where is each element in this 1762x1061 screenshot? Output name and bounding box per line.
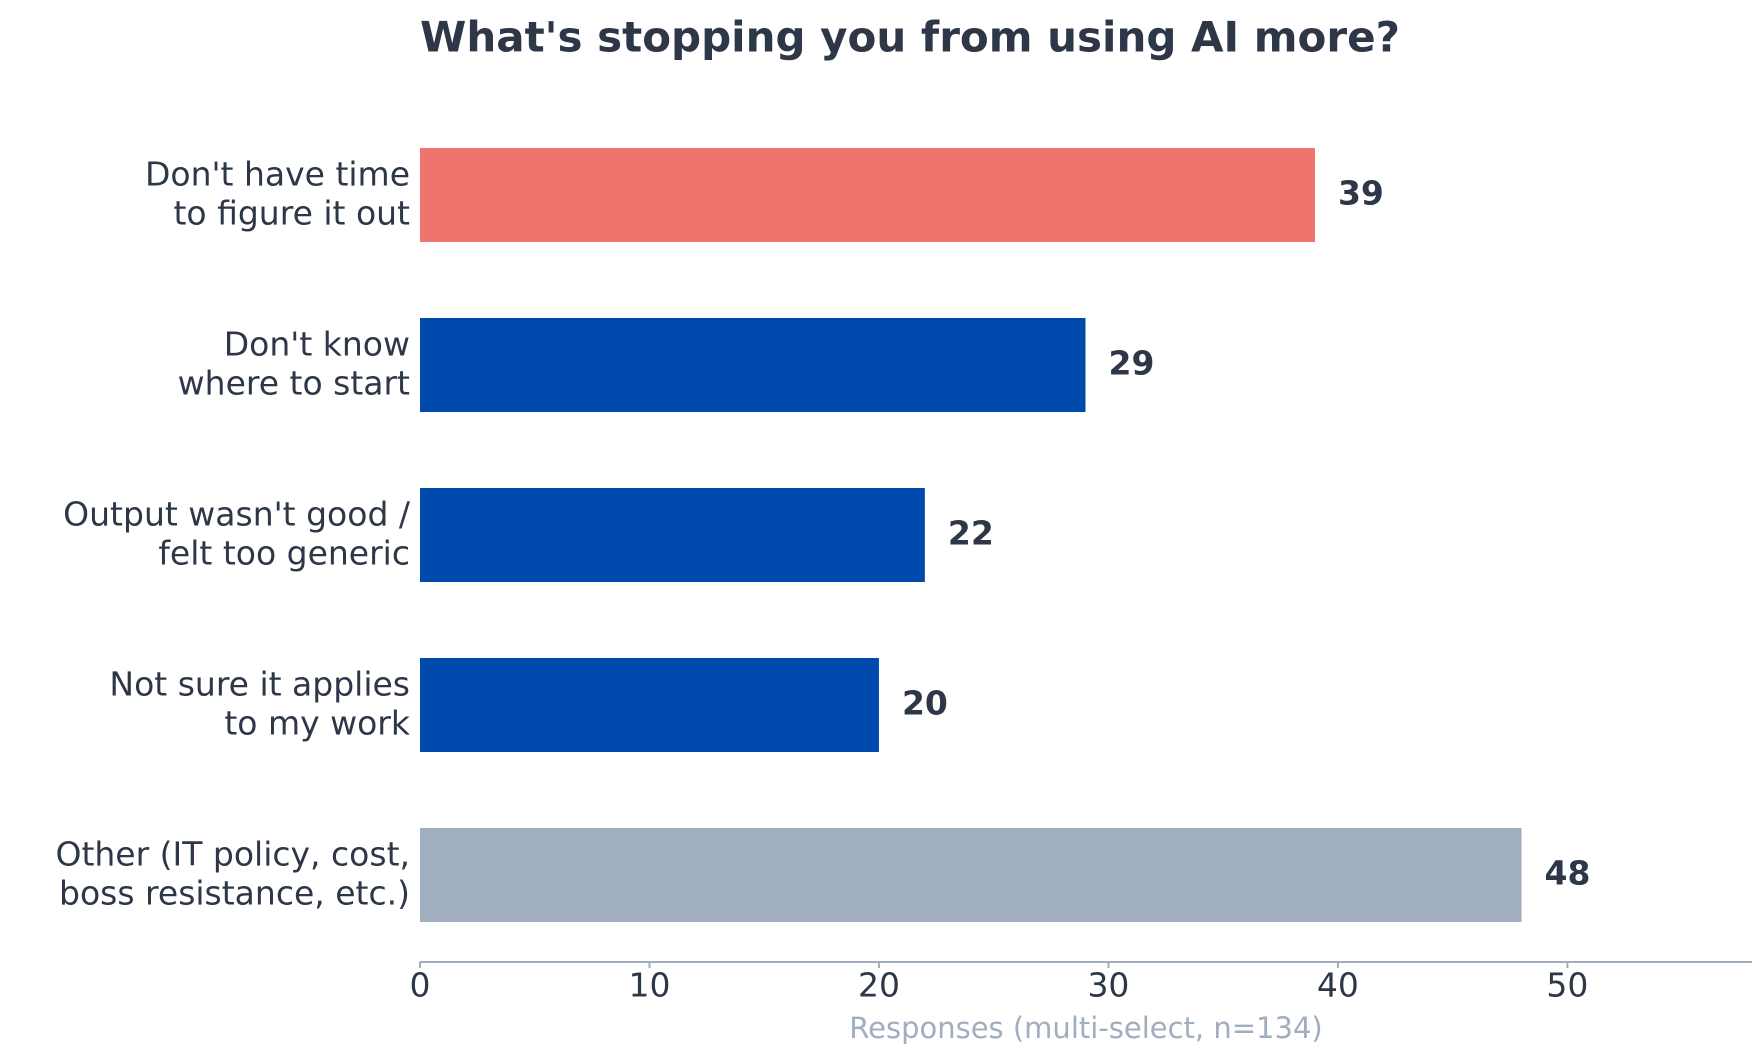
y-tick-label: Other (IT policy, cost, boss resistance, … [55, 834, 410, 912]
y-tick-label-line: Other (IT policy, cost, [55, 834, 410, 873]
y-tick-label-line: felt too generic [158, 533, 410, 572]
y-tick-label-line: to figure it out [173, 193, 410, 232]
y-tick-label: Output wasn't good / felt too generic [63, 494, 411, 572]
y-tick-label-line: Don't have time [145, 154, 410, 193]
y-tick-label: Don't know where to start [178, 324, 410, 402]
y-tick-label: Don't have time to figure it out [145, 154, 410, 232]
y-tick-label-line: boss resistance, etc.) [59, 873, 410, 912]
value-label: 48 [1545, 854, 1591, 893]
value-label: 20 [902, 684, 948, 723]
chart-title: What's stopping you from using AI more? [420, 13, 1400, 62]
x-axis-label: Responses (multi-select, n=134) [849, 1011, 1322, 1045]
x-tick-label: 20 [858, 966, 900, 1005]
y-tick-label-line: Don't know [224, 324, 410, 363]
value-label: 22 [948, 514, 994, 553]
x-tick-label: 40 [1317, 966, 1359, 1005]
bar [420, 148, 1315, 242]
y-tick-label-line: where to start [178, 363, 410, 402]
y-tick-label-line: to my work [224, 703, 411, 742]
bar [420, 318, 1086, 412]
y-tick-label-line: Output wasn't good / [63, 494, 411, 533]
x-tick-label: 50 [1546, 966, 1588, 1005]
x-tick-label: 30 [1087, 966, 1129, 1005]
bar [420, 658, 879, 752]
x-tick-label: 10 [628, 966, 670, 1005]
value-label: 29 [1109, 344, 1155, 383]
y-tick-label-line: Not sure it applies [109, 664, 410, 703]
y-tick-label: Not sure it applies to my work [109, 664, 410, 742]
value-label: 39 [1338, 174, 1384, 213]
bar [420, 488, 925, 582]
bar [420, 828, 1522, 922]
x-tick-label: 0 [410, 966, 431, 1005]
